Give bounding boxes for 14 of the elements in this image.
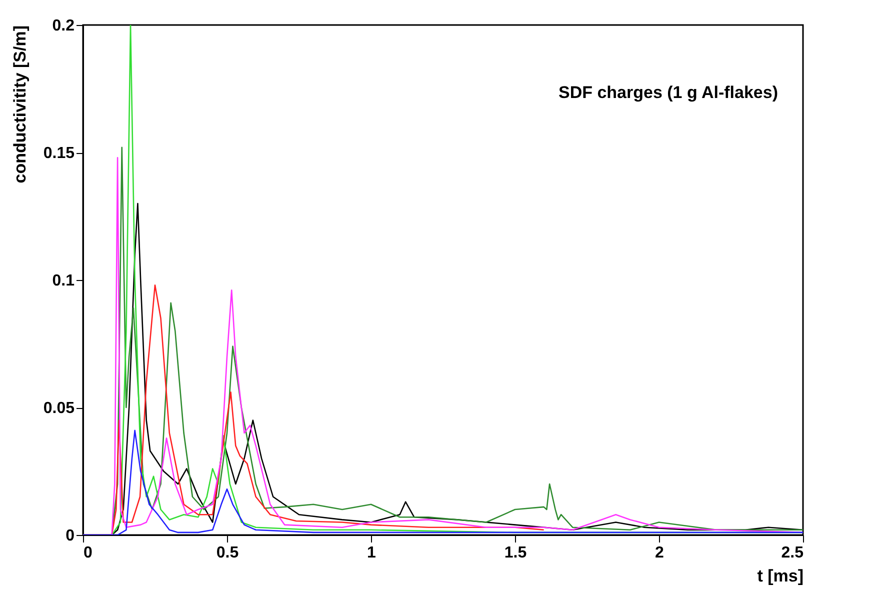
y-tick-label: 0.05 — [43, 400, 75, 417]
x-tick-label: 2 — [655, 544, 664, 562]
x-tick-label: 1.5 — [504, 544, 527, 562]
x-tick-label: 2.5 — [781, 544, 804, 562]
annotation: SDF charges (1 g Al-flakes) — [558, 83, 778, 102]
y-axis-title: conductivitity [S/m] — [10, 26, 30, 184]
x-tick-label: 0 — [84, 544, 92, 562]
y-tick-label: 0.2 — [52, 18, 75, 34]
x-tick-label: 1 — [367, 544, 376, 562]
x-axis-title: t [ms] — [757, 566, 804, 586]
x-tick-label: 0.5 — [216, 544, 239, 562]
y-tick-label: 0.1 — [52, 272, 75, 290]
y-tick-label: 0 — [66, 528, 75, 544]
y-tick-label: 0.15 — [43, 145, 75, 162]
